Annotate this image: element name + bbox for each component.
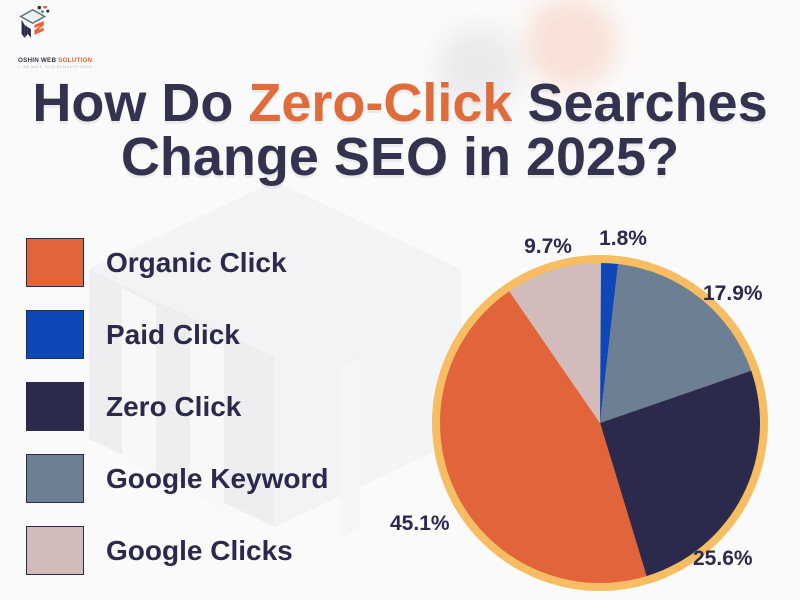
svg-text:25.6%: 25.6% bbox=[693, 547, 753, 570]
svg-text:9.7%: 9.7% bbox=[524, 235, 572, 258]
svg-text:45.1%: 45.1% bbox=[390, 512, 450, 535]
svg-text:1.8%: 1.8% bbox=[599, 227, 647, 250]
svg-text:17.9%: 17.9% bbox=[703, 282, 763, 305]
